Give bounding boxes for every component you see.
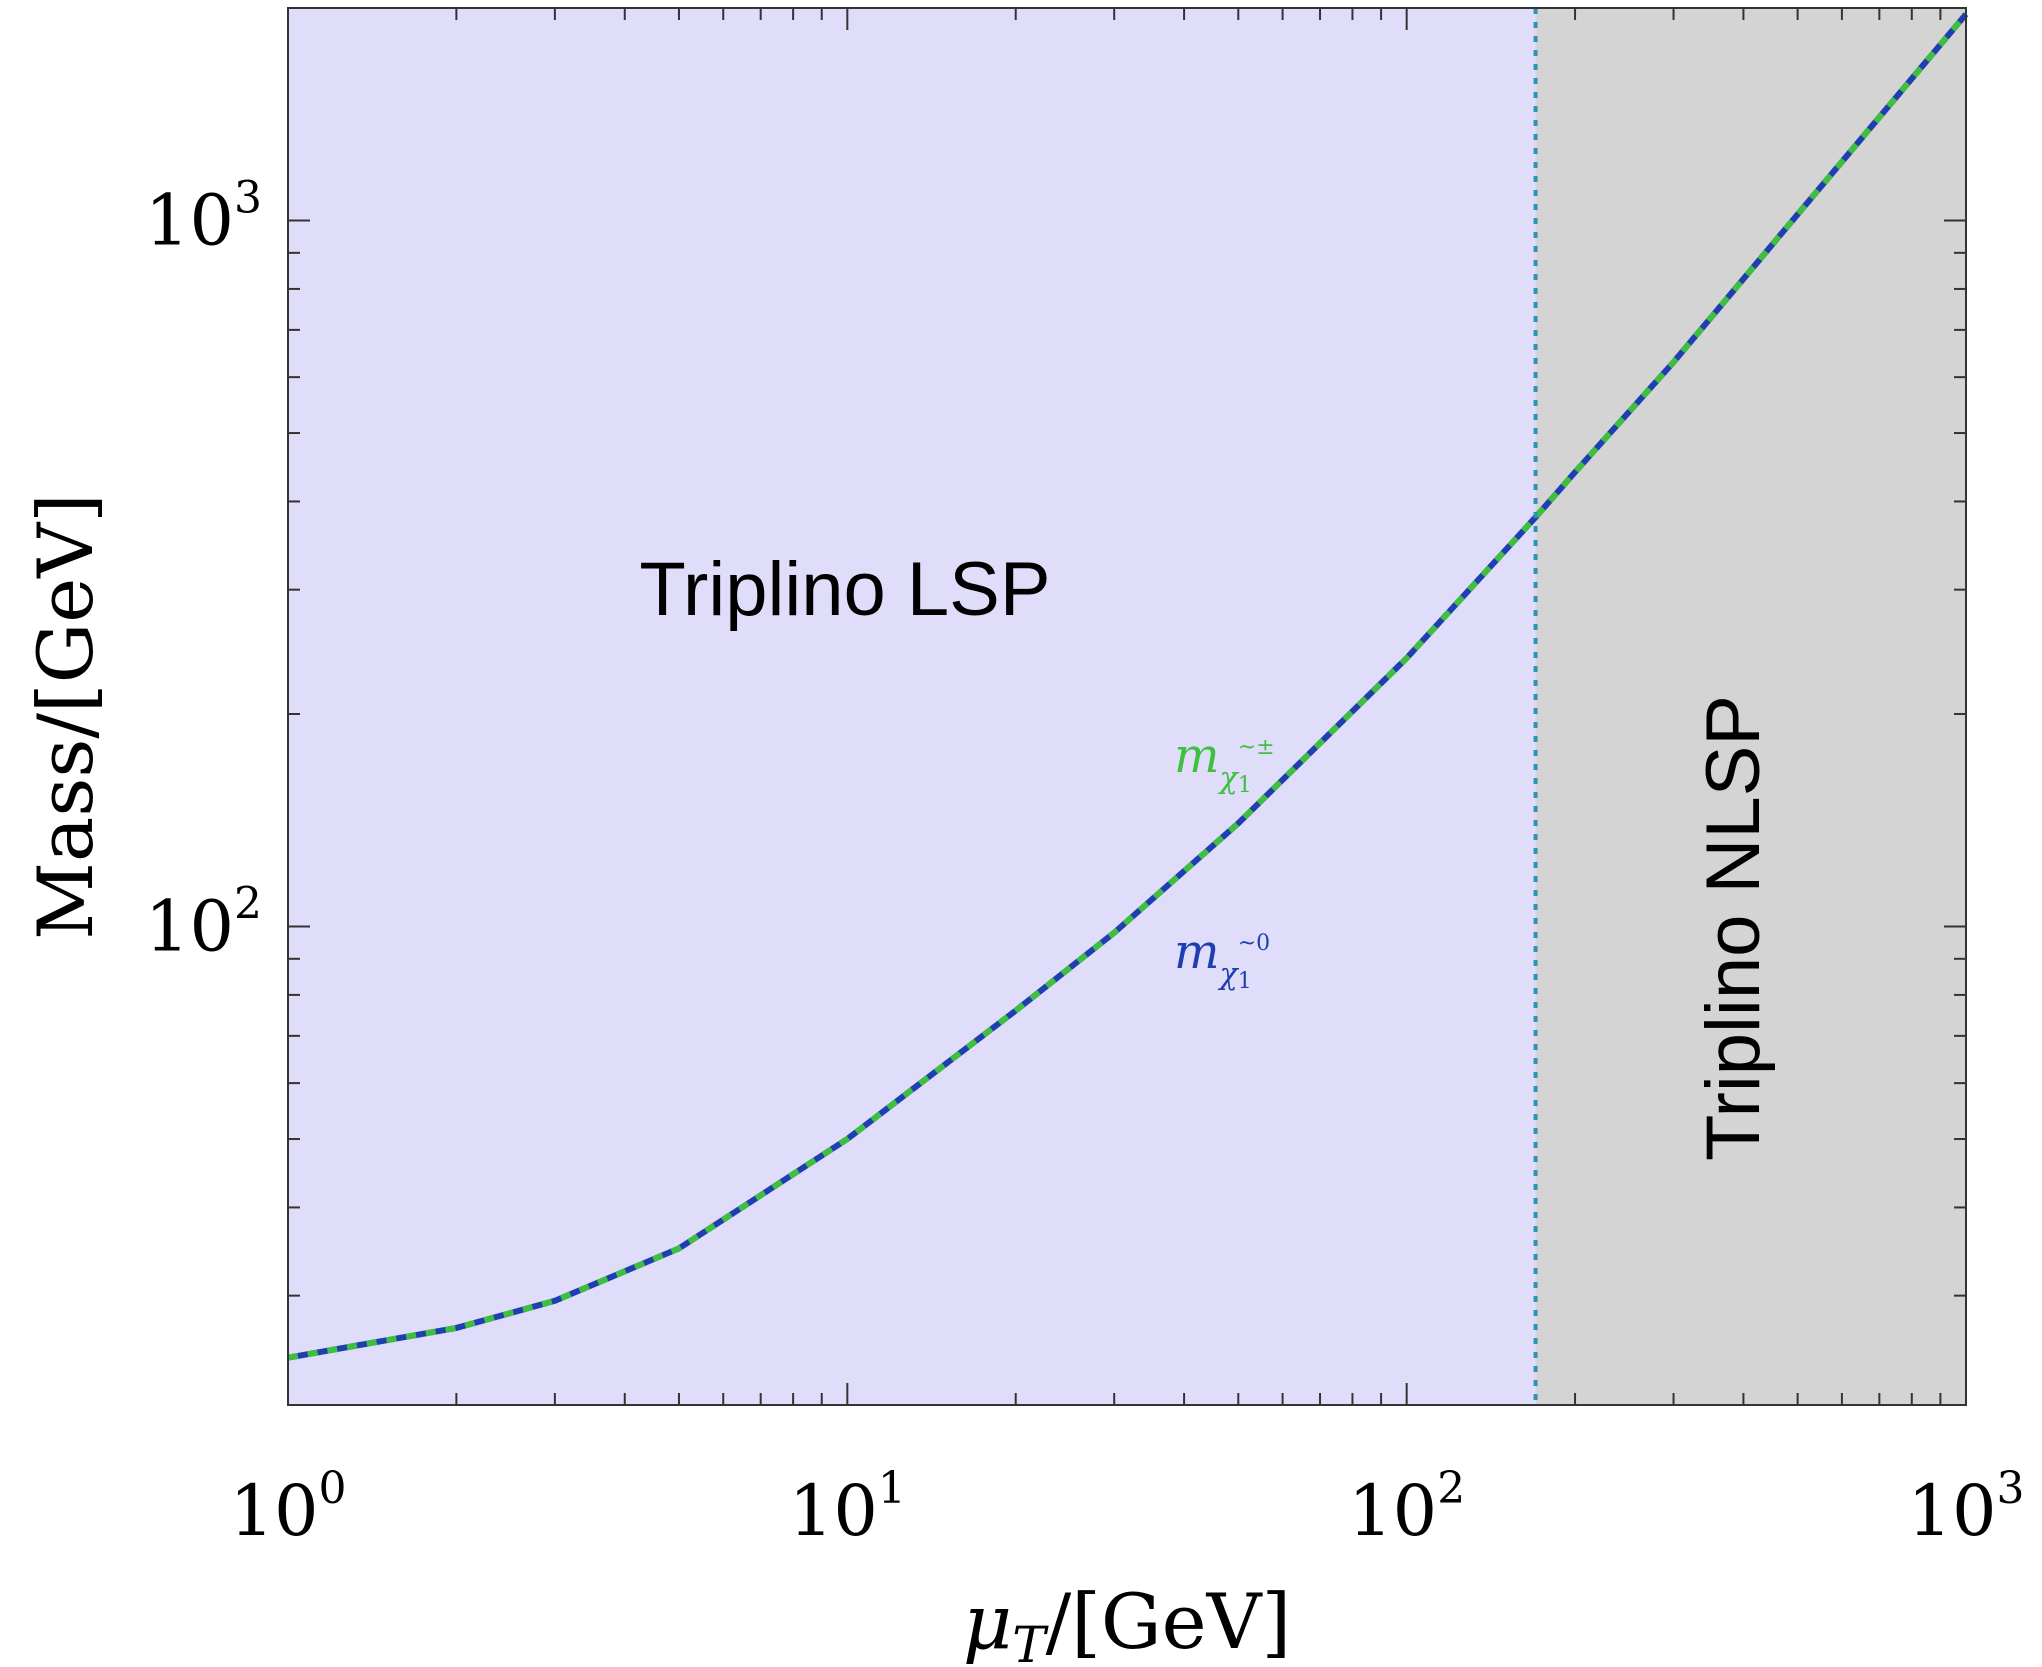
curve-label-chargino: mχ1~± <box>1174 728 1275 798</box>
x-tick-label: 102 <box>1348 1463 1465 1552</box>
plot-frame <box>287 7 1967 1406</box>
region-label-nlsp: Triplino NLSP <box>1691 695 1776 1161</box>
series-line-chargino <box>287 12 1969 1361</box>
x-tick-label: 101 <box>789 1463 906 1552</box>
x-tick-label: 100 <box>229 1463 346 1552</box>
y-tick-label: 103 <box>145 173 262 262</box>
curve-label-neutralino: mχ1~0 <box>1174 924 1270 994</box>
x-tick-label: 103 <box>1907 1463 2024 1552</box>
region-label-lsp: Triplino LSP <box>639 547 1050 632</box>
region-nlsp <box>1535 8 1966 1405</box>
y-axis-title: Mass/[GeV] <box>21 493 110 940</box>
labels-layer: 100 101 102 103 102 103 μT/[GeV] Mass/[GeV] Trip… <box>21 173 2025 1667</box>
y-tick-label: 102 <box>145 879 262 968</box>
ticks-layer <box>287 7 1967 1405</box>
series-layer <box>287 8 1969 1405</box>
plot-border <box>287 7 1967 1406</box>
x-axis-title: μT/[GeV] <box>963 1577 1291 1667</box>
regions-layer <box>288 8 1966 1405</box>
region-lsp <box>288 8 1536 1405</box>
